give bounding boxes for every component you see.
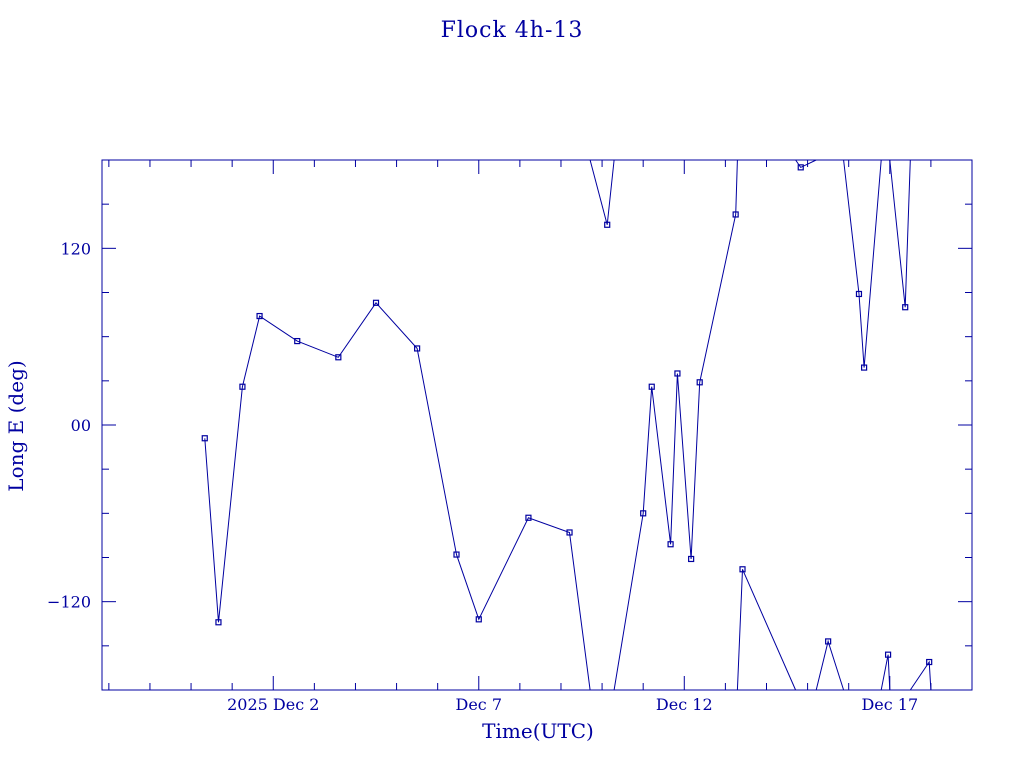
y-axis-ticks: 120 00 −120 — [47, 203, 972, 647]
data-point-marker — [525, 514, 532, 521]
series-line-segment — [736, 569, 797, 691]
data-point-marker — [335, 354, 342, 361]
series-line-segment — [880, 654, 891, 691]
data-point-marker — [696, 379, 703, 386]
data-point-marker — [604, 221, 611, 228]
x-axis-label: Time(UTC) — [482, 719, 594, 743]
series-line-segment — [815, 639, 845, 691]
data-point-marker — [414, 345, 421, 352]
series-line-segment — [909, 660, 932, 691]
series-line-segment — [204, 301, 591, 691]
data-point-marker — [674, 370, 681, 377]
data-point-marker — [475, 616, 482, 623]
data-point-marker — [648, 383, 655, 390]
data-point-marker — [667, 541, 674, 548]
data-point-marker — [825, 638, 832, 645]
y-tick-label: 120 — [60, 239, 91, 258]
plot-frame — [101, 159, 973, 691]
chart-title: Flock 4h-13 — [441, 18, 584, 43]
data-point-marker — [239, 383, 246, 390]
series-line-segment — [613, 159, 738, 691]
data-point-marker — [732, 211, 739, 218]
data-point-marker — [453, 551, 460, 558]
data-point-marker — [739, 566, 746, 573]
series-line-segment — [589, 159, 615, 225]
data-point-marker — [566, 529, 573, 536]
x-tick-label: Dec 12 — [656, 695, 713, 714]
longitude-series — [201, 159, 933, 691]
data-point-marker — [884, 651, 892, 658]
x-tick-label: Dec 7 — [456, 695, 503, 714]
x-axis-ticks: 2025 Dec 2 Dec 7 Dec 12 Dec 17 — [108, 160, 973, 714]
data-point-marker — [201, 435, 208, 442]
data-point-marker — [855, 290, 863, 298]
data-point-marker — [372, 299, 380, 306]
data-point-marker — [640, 510, 647, 517]
y-axis-label: Long E (deg) — [4, 360, 28, 491]
data-point-marker — [294, 337, 301, 345]
series-line-segment — [843, 159, 882, 368]
data-point-marker — [861, 364, 868, 371]
data-point-marker — [797, 164, 804, 171]
series-line-segment — [889, 159, 911, 308]
x-tick-label: Dec 17 — [861, 695, 918, 714]
x-tick-label: 2025 Dec 2 — [227, 695, 319, 714]
data-point-marker — [256, 312, 263, 320]
data-point-marker — [926, 658, 933, 666]
y-tick-label: 00 — [71, 416, 91, 435]
data-point-marker — [688, 555, 695, 563]
plot-frame-border — [101, 159, 973, 691]
data-point-marker — [215, 619, 222, 626]
data-point-marker — [902, 304, 909, 311]
series-line-segment — [795, 159, 817, 169]
y-tick-label: −120 — [47, 593, 91, 612]
